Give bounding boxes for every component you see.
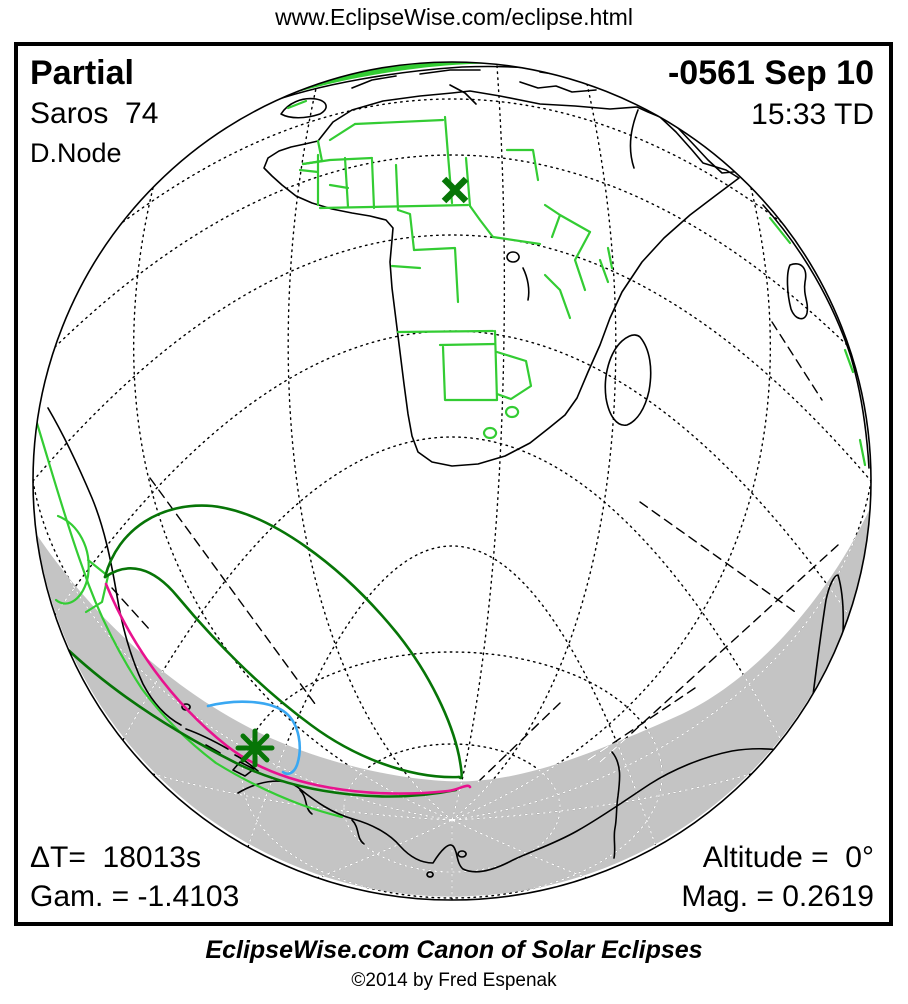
country-borders-green <box>34 99 867 819</box>
globe-limb-circle <box>32 61 872 901</box>
eclipse-time-label: 15:33 TD <box>751 98 874 131</box>
coastlines <box>47 65 870 878</box>
eclipse-type-label: Partial <box>30 54 134 92</box>
eclipse-blue-curve <box>206 700 301 776</box>
delta-t-label: ΔT= 18013s <box>30 841 201 874</box>
eclipse-limit-curves-green <box>61 504 463 798</box>
eclipse-date-label: -0561 Sep 10 <box>667 54 874 92</box>
map-frame-border <box>14 42 893 926</box>
saros-label: Saros 74 <box>30 97 159 130</box>
page-url-caption: www.EclipseWise.com/eclipse.html <box>275 4 633 30</box>
altitude-label: Altitude = 0° <box>702 841 874 874</box>
node-label: D.Node <box>30 138 122 168</box>
sub-solar-cross-marker <box>441 176 469 204</box>
magnitude-label: Mag. = 0.2619 <box>681 880 874 913</box>
copyright-note: ©2014 by Fred Espenak <box>351 970 557 991</box>
canon-title: EclipseWise.com Canon of Solar Eclipses <box>205 936 703 964</box>
eclipse-magenta-curve <box>104 582 472 795</box>
gamma-label: Gam. = -1.4103 <box>30 880 240 913</box>
greatest-eclipse-star-center <box>249 742 261 754</box>
